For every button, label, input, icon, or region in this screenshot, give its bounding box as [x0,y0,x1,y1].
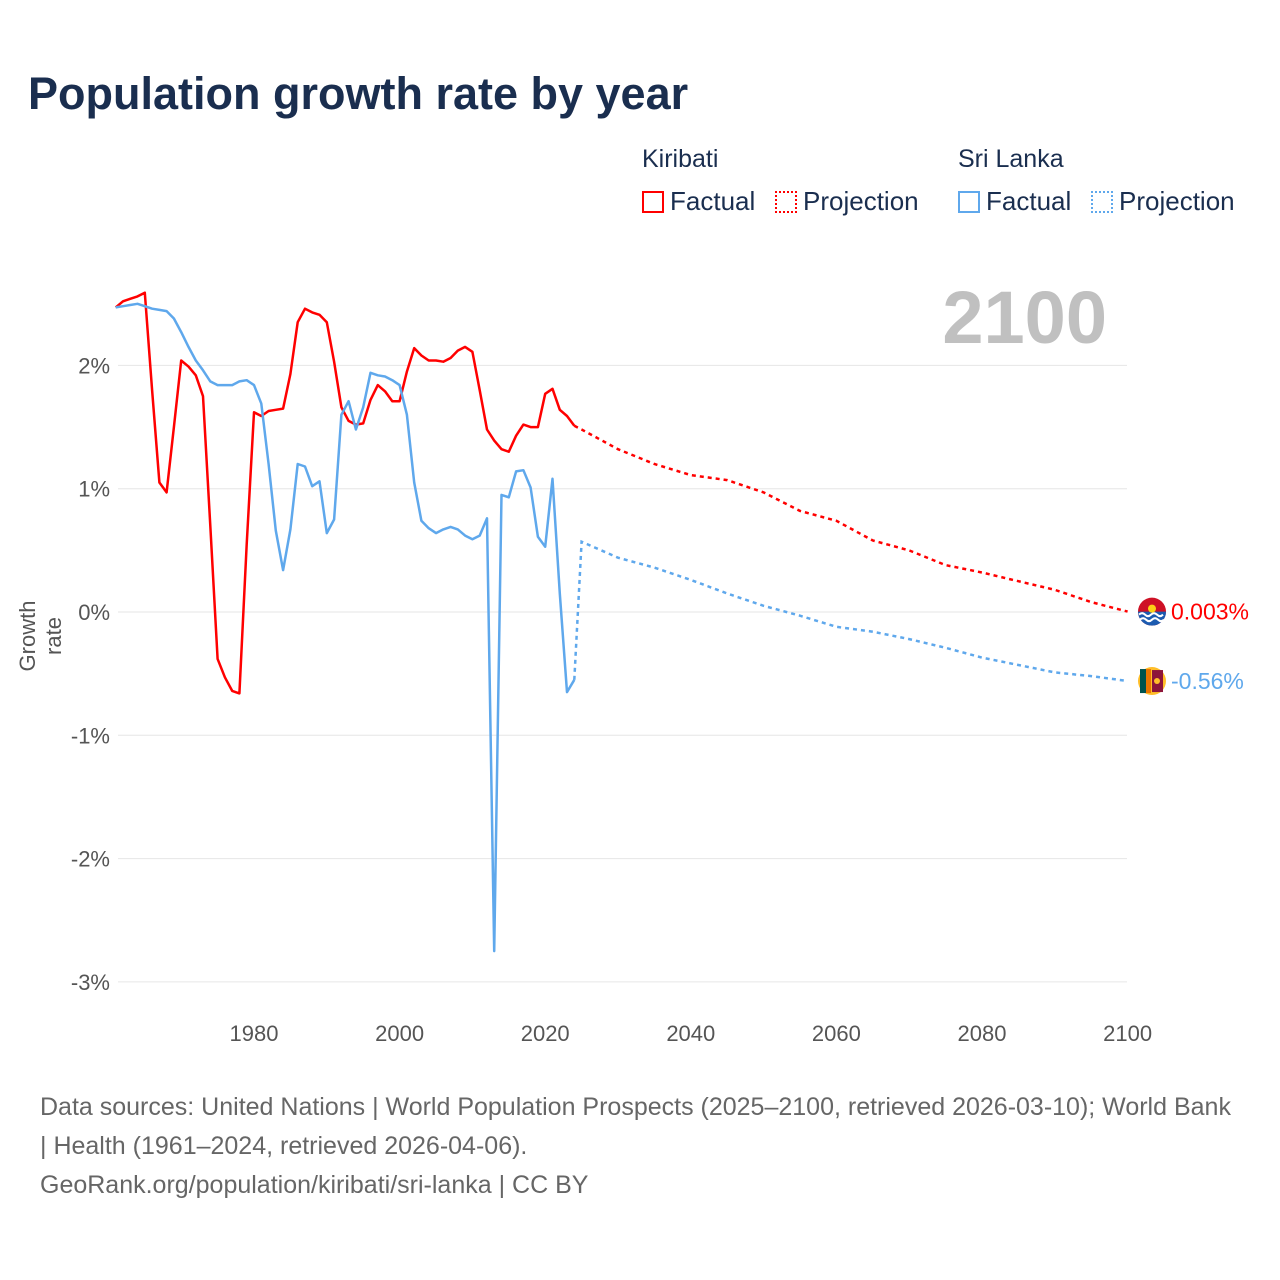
series-line-kiribati-projection [573,424,1128,613]
footer: Data sources: United Nations | World Pop… [40,1088,1240,1205]
flag-waves [1138,612,1165,623]
legend-swatch-solid [958,190,980,213]
year-watermark: 2100 [942,276,1107,359]
legend-swatch-dotted [775,190,797,213]
legend-kiribati-projection[interactable]: Projection [775,186,919,217]
x-tick-label: 2060 [812,1021,861,1046]
flag-lion [1154,678,1160,685]
legend-sri-lanka-projection[interactable]: Projection [1091,186,1235,217]
series-line-kiribati-factual [114,291,576,695]
legend-label: Factual [670,186,756,216]
legend-swatch-dotted [1091,190,1113,213]
x-tick-label: 2000 [375,1021,424,1046]
y-tick-label: 2% [78,353,110,378]
flag-sri-lanka-icon [1138,667,1166,696]
series-line-sri-lanka-factual [115,302,576,953]
x-tick-label: 1980 [230,1021,279,1046]
legend-swatch-solid [642,190,664,213]
flag-sun [1148,604,1156,613]
x-tick-label: 2020 [521,1021,570,1046]
flag-green [1140,669,1146,694]
y-tick-label: 0% [78,600,110,625]
source-link[interactable]: GeoRank.org/population/kiribati/sri-lank… [40,1171,589,1199]
chart-title: Population growth rate by year [28,68,689,119]
y-tick-label: 1% [78,477,110,502]
legend-label: Factual [986,186,1072,216]
legend-label: Projection [803,186,919,216]
y-tick-label: -1% [71,723,110,748]
x-tick-label: 2100 [1103,1021,1152,1046]
data-sources: Data sources: United Nations | World Pop… [40,1093,1231,1160]
flag-orange [1146,669,1151,694]
y-tick-label: -2% [71,847,110,872]
y-tick-label: -3% [71,970,110,995]
legend-group-kiribati: Kiribati [642,145,719,173]
legend-sri-lanka-factual[interactable]: Factual [958,186,1071,217]
end-label-sri-lanka: -0.56% [1171,668,1244,694]
flag-kiribati-icon [1138,597,1166,626]
x-tick-label: 2040 [666,1021,715,1046]
legend-kiribati-factual[interactable]: Factual [642,186,755,217]
series-line-sri-lanka-projection [573,539,1128,683]
end-label-kiribati: 0.003% [1171,599,1249,625]
x-tick-label: 2080 [958,1021,1007,1046]
legend-label: Projection [1119,186,1235,216]
legend-group-sri-lanka: Sri Lanka [958,145,1064,173]
